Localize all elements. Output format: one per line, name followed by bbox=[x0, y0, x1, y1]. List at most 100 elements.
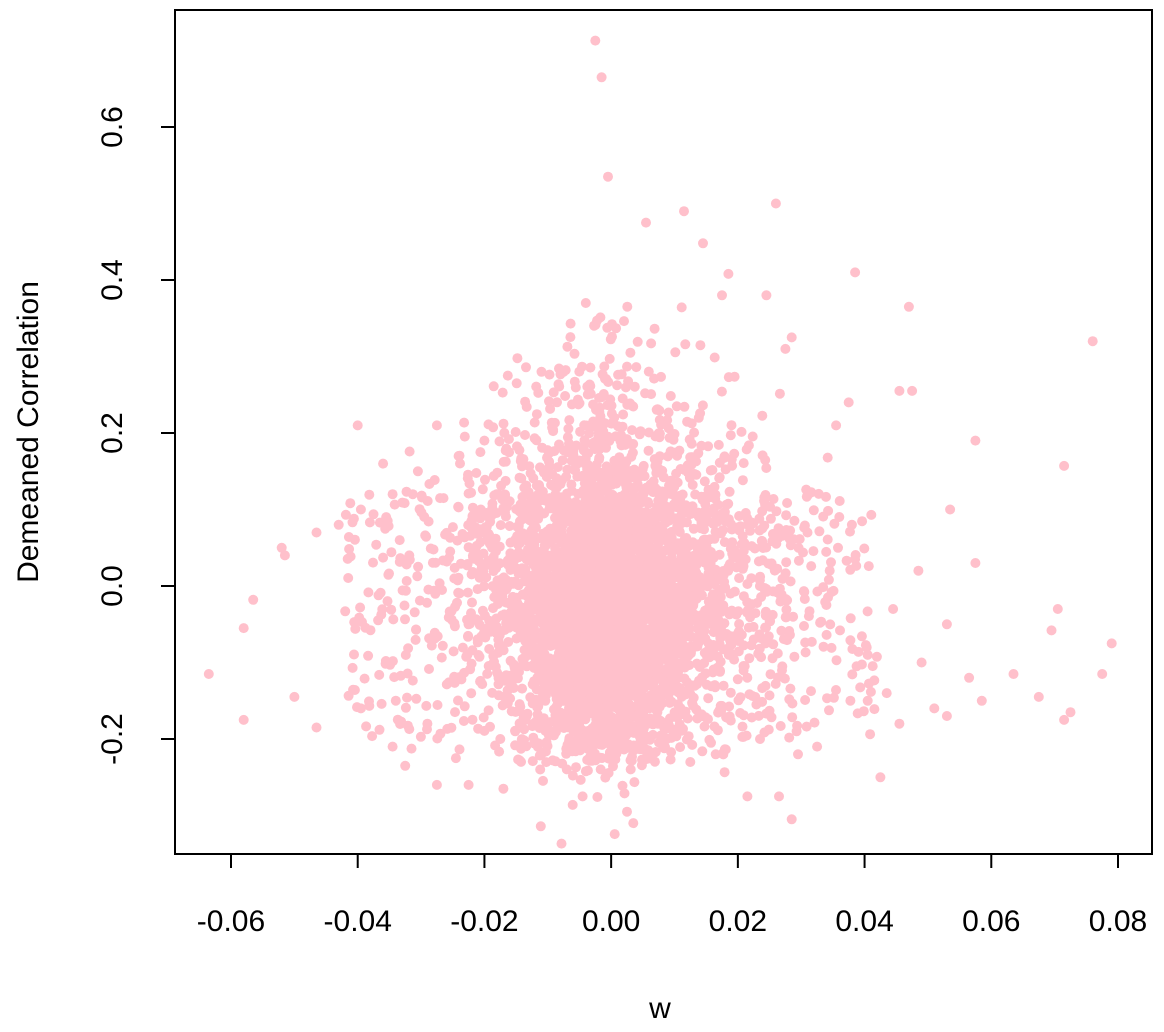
data-point bbox=[604, 353, 615, 364]
data-point bbox=[664, 697, 675, 708]
data-point bbox=[666, 593, 677, 604]
data-point bbox=[488, 603, 498, 614]
data-point bbox=[903, 301, 914, 312]
data-point bbox=[394, 535, 405, 546]
data-point bbox=[742, 672, 753, 683]
data-point bbox=[591, 568, 601, 579]
data-point bbox=[364, 700, 375, 711]
data-point bbox=[708, 519, 719, 530]
data-point bbox=[634, 569, 645, 580]
data-point bbox=[345, 551, 356, 562]
data-point bbox=[565, 612, 575, 623]
data-point bbox=[723, 565, 734, 576]
data-point bbox=[555, 600, 566, 611]
data-point bbox=[602, 400, 613, 411]
data-point bbox=[1087, 336, 1098, 347]
data-point bbox=[529, 662, 539, 673]
data-point bbox=[471, 468, 482, 478]
data-point bbox=[857, 516, 868, 527]
data-point bbox=[703, 693, 714, 704]
data-point bbox=[603, 701, 614, 712]
data-point bbox=[566, 714, 577, 724]
data-point bbox=[487, 687, 498, 698]
data-point bbox=[562, 341, 573, 352]
data-point bbox=[676, 302, 687, 313]
data-point bbox=[554, 521, 565, 532]
data-point bbox=[676, 510, 687, 521]
data-point bbox=[822, 452, 833, 463]
data-point bbox=[343, 573, 354, 583]
data-point bbox=[622, 647, 633, 658]
data-point bbox=[620, 382, 631, 393]
data-point bbox=[499, 584, 510, 594]
data-point bbox=[757, 410, 768, 421]
data-point bbox=[970, 435, 981, 446]
data-point bbox=[659, 681, 670, 691]
data-point bbox=[503, 434, 514, 445]
data-point bbox=[881, 688, 892, 699]
data-point bbox=[586, 654, 597, 665]
data-point bbox=[781, 557, 792, 568]
data-point bbox=[412, 466, 423, 477]
data-point bbox=[793, 749, 803, 760]
data-point bbox=[826, 557, 836, 568]
data-point bbox=[601, 608, 612, 619]
data-point bbox=[556, 553, 567, 564]
data-point bbox=[754, 629, 765, 640]
data-point bbox=[683, 459, 694, 470]
data-point bbox=[687, 479, 698, 490]
data-point bbox=[518, 604, 529, 615]
data-point bbox=[571, 652, 582, 663]
data-point bbox=[620, 627, 631, 638]
data-point bbox=[579, 609, 590, 619]
data-point bbox=[970, 558, 981, 568]
data-point bbox=[929, 703, 940, 714]
data-point bbox=[364, 517, 375, 528]
data-point bbox=[512, 353, 523, 364]
data-point bbox=[765, 616, 776, 627]
data-point bbox=[450, 753, 461, 764]
data-point bbox=[450, 707, 460, 718]
data-point bbox=[845, 695, 856, 706]
data-point bbox=[776, 625, 787, 636]
data-point bbox=[540, 606, 551, 617]
data-point bbox=[484, 644, 495, 654]
data-point bbox=[941, 711, 952, 721]
data-point bbox=[822, 534, 833, 545]
data-point bbox=[742, 607, 753, 618]
data-point bbox=[363, 587, 374, 598]
data-point bbox=[492, 467, 503, 478]
data-point bbox=[699, 491, 710, 502]
data-point bbox=[825, 619, 836, 630]
data-point bbox=[503, 559, 514, 570]
data-point bbox=[812, 741, 823, 752]
data-point bbox=[488, 381, 499, 392]
data-point bbox=[875, 772, 886, 783]
data-point bbox=[522, 708, 533, 719]
data-point bbox=[421, 700, 432, 711]
data-point bbox=[333, 519, 344, 530]
data-point bbox=[459, 667, 470, 678]
data-point bbox=[453, 695, 463, 706]
data-point bbox=[665, 754, 676, 765]
data-point bbox=[785, 683, 796, 694]
data-point bbox=[785, 576, 796, 587]
data-point bbox=[845, 613, 856, 624]
data-point bbox=[361, 721, 372, 732]
data-point bbox=[571, 762, 581, 773]
data-point bbox=[345, 498, 356, 509]
data-point bbox=[964, 672, 975, 683]
data-point bbox=[248, 594, 259, 605]
data-point bbox=[521, 362, 531, 373]
data-point bbox=[447, 522, 458, 533]
data-point bbox=[508, 683, 519, 693]
data-point bbox=[535, 764, 546, 775]
y-axis: -0.20.00.20.40.6 bbox=[96, 106, 176, 765]
data-point bbox=[530, 545, 541, 556]
data-point bbox=[411, 624, 422, 635]
data-point bbox=[710, 749, 721, 760]
x-tick-label: -0.02 bbox=[450, 905, 518, 938]
data-point bbox=[531, 716, 542, 727]
data-point bbox=[359, 673, 370, 684]
